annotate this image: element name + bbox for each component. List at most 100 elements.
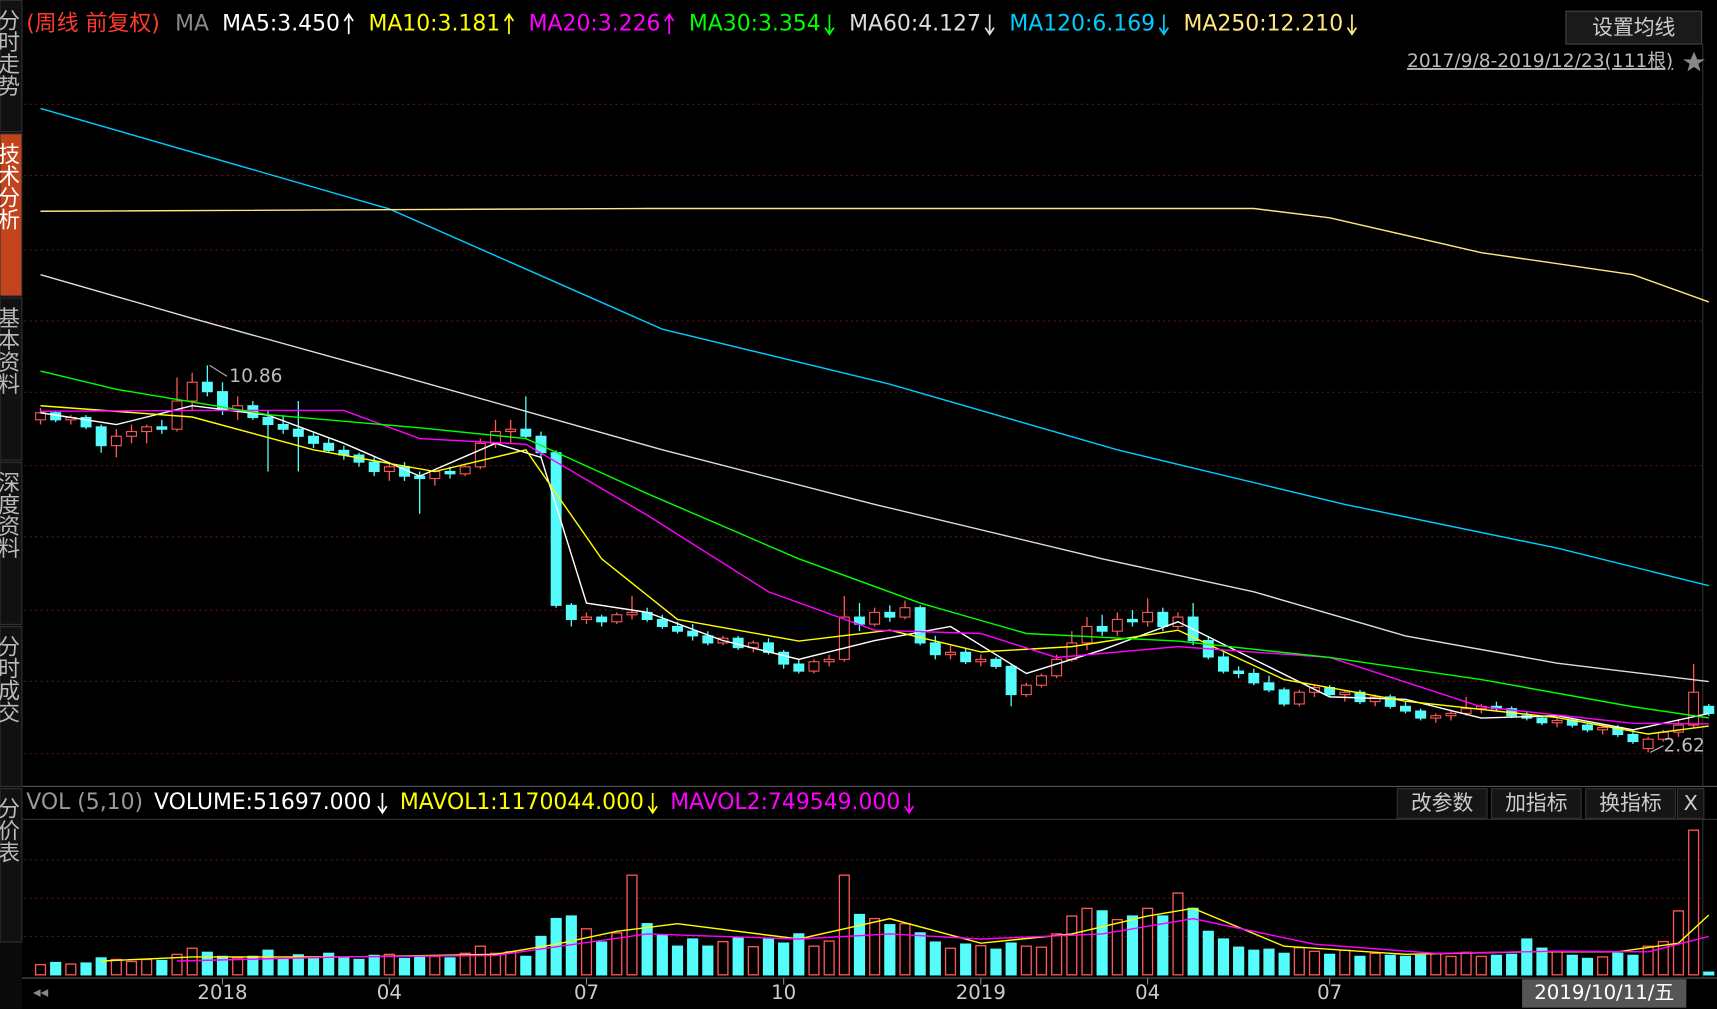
trend-arrow — [1158, 14, 1169, 36]
candle-body — [1263, 682, 1275, 691]
sidebar-tab-label[interactable]: 分时走势 — [0, 9, 20, 97]
sidebar-tab-label[interactable]: 分时成交 — [0, 635, 20, 723]
sidebar-tab[interactable] — [0, 0, 23, 133]
volume-bar — [1339, 949, 1351, 976]
candle-body — [914, 607, 926, 644]
legend-entry: MA120:6.169 — [1009, 11, 1155, 36]
candle-body — [1339, 691, 1351, 696]
sidebar-tab[interactable] — [0, 788, 23, 943]
volume-bar — [838, 874, 850, 976]
sidebar-tab-label[interactable]: 分价表 — [0, 797, 20, 863]
sidebar-tab-label[interactable]: 技术分析 — [0, 143, 20, 231]
volume-bar — [1233, 946, 1245, 976]
volume-bar — [201, 951, 213, 976]
x-tick-label: 07 — [574, 981, 599, 1004]
indicator-button-label[interactable]: 改参数 — [1411, 791, 1474, 815]
indicator-button[interactable] — [1585, 788, 1676, 819]
volume-bar — [580, 928, 593, 976]
indicator-button[interactable] — [1396, 788, 1488, 819]
x-tick-label: 04 — [377, 981, 402, 1004]
sidebar-tab[interactable] — [0, 133, 23, 297]
indicator-button-label[interactable]: 加指标 — [1505, 791, 1567, 815]
settings-button[interactable] — [1565, 10, 1703, 45]
candle-body — [383, 466, 395, 473]
volume-bar — [960, 943, 972, 976]
volume-bar — [1035, 946, 1048, 976]
sidebar-tab-label[interactable]: 基本资料 — [0, 307, 20, 395]
volume-bar — [1688, 829, 1700, 976]
volume-bar — [1293, 947, 1305, 976]
volume-bar — [1612, 952, 1624, 976]
volume-bar — [626, 874, 638, 976]
settings-label[interactable]: 设置均线 — [1592, 16, 1675, 40]
candle-body — [1096, 625, 1108, 632]
volume-bar — [762, 938, 775, 976]
volume-bar — [656, 934, 668, 976]
volume-bar — [808, 945, 820, 976]
sidebar-tab[interactable] — [0, 461, 23, 625]
volume-bar — [944, 947, 957, 976]
volume-bar — [717, 940, 729, 976]
legend-entry: MAVOL1:1170044.000 — [400, 790, 644, 815]
volume-bar — [398, 957, 411, 976]
legend-entry: MA250:12.210 — [1184, 11, 1344, 36]
candle-body — [1445, 712, 1457, 717]
volume-bar — [535, 935, 547, 976]
candle-body — [884, 611, 896, 618]
scroll-left[interactable]: ◂◂ — [33, 983, 49, 1001]
candle-body — [626, 611, 638, 616]
star-icon[interactable] — [1683, 51, 1705, 72]
candle-body — [899, 607, 911, 618]
volume-bar — [702, 945, 714, 976]
volume-bar — [444, 957, 456, 976]
candle-body — [1051, 658, 1063, 677]
volume-bar — [292, 954, 304, 976]
volume-bar — [1066, 915, 1078, 976]
volume-bar — [1111, 918, 1123, 976]
volume-bar — [262, 949, 274, 976]
volume-bar — [869, 917, 881, 976]
legend-entry: MA60:4.127 — [849, 11, 981, 36]
trend-arrow — [647, 793, 658, 815]
indicator-button-label[interactable]: X — [1684, 791, 1698, 815]
candle-body — [975, 658, 987, 663]
candle-body — [1111, 618, 1123, 632]
volume-bar — [1096, 910, 1108, 976]
ma-line — [40, 409, 1709, 725]
volume-bar — [1324, 953, 1336, 976]
sidebar-tab[interactable] — [0, 626, 23, 788]
volume-bar — [1384, 954, 1396, 976]
volume-bar — [1475, 955, 1487, 976]
volume-bar — [474, 945, 486, 976]
volume-bar — [1415, 954, 1427, 976]
volume-bar — [1369, 952, 1381, 976]
candle-body — [474, 442, 486, 468]
sidebar-tab-label[interactable]: 深度资料 — [0, 471, 20, 559]
volume-bar — [232, 957, 244, 976]
volume-bar — [1445, 955, 1457, 976]
candle-body — [110, 435, 122, 447]
ma-line — [40, 273, 1709, 683]
trend-arrow — [903, 793, 915, 815]
trend-arrow — [664, 12, 675, 35]
indicator-button[interactable] — [1490, 788, 1582, 819]
high-label: 10.86 — [229, 366, 282, 387]
candle-body — [687, 630, 699, 637]
volume-bar — [1081, 907, 1093, 976]
candle-body — [1217, 656, 1229, 672]
indicator-button-label[interactable]: 换指标 — [1599, 791, 1661, 815]
candle-body — [656, 618, 668, 628]
volume-bar — [414, 955, 426, 976]
candle-body — [1703, 705, 1715, 714]
volume-bar — [65, 963, 77, 976]
sidebar-tab[interactable] — [0, 297, 23, 461]
ma-line — [40, 107, 1709, 587]
volume-bar — [186, 947, 198, 976]
volume-bar — [1506, 953, 1518, 976]
volume-bar — [1521, 938, 1533, 976]
candle-body — [1081, 625, 1093, 644]
indicator-button[interactable] — [1677, 788, 1705, 819]
volume-bar — [1020, 945, 1032, 976]
volume-bar — [277, 958, 289, 976]
candle-body — [1248, 672, 1260, 684]
